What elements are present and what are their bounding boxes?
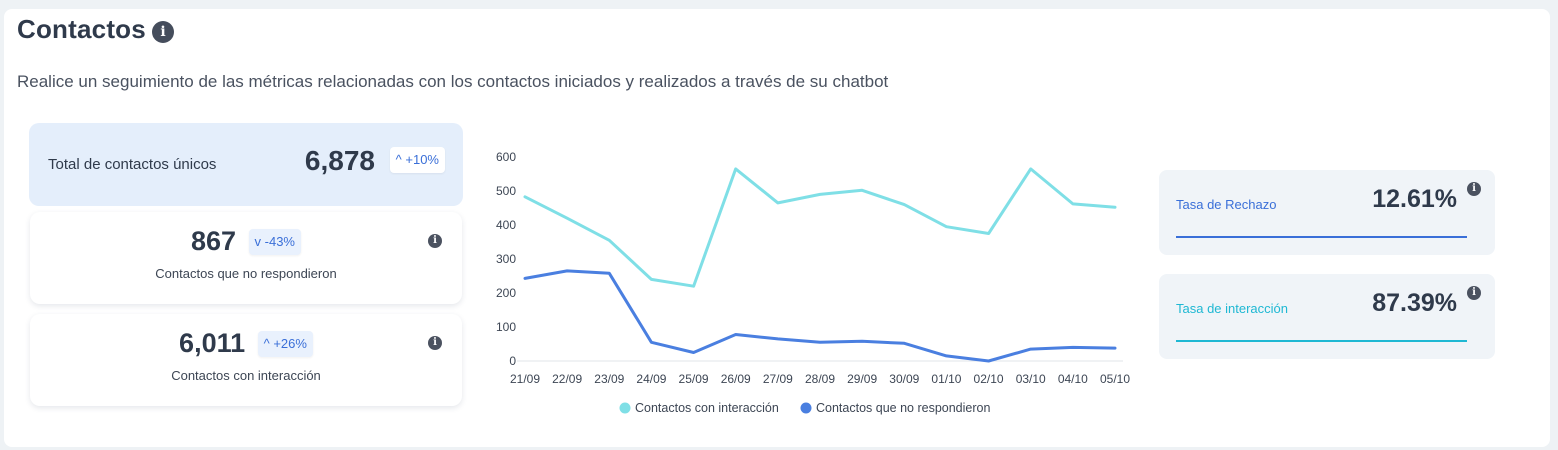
x-tick-label: 03/10 [1016, 372, 1046, 386]
contacts-line-chart: 0 100 200 300 400 500 600 21/09 22/09 23/09 24/09 2… [496, 150, 1130, 415]
page-title: Contactos [17, 14, 146, 44]
y-tick-label: 600 [496, 150, 516, 164]
kpi-interaction-change: +26% [273, 335, 307, 351]
rejection-rate-card: Tasa de Rechazo 12.61% i [1159, 170, 1495, 255]
x-tick-label: 27/09 [763, 372, 793, 386]
x-tick-label: 28/09 [805, 372, 835, 386]
x-tick-label: 24/09 [636, 372, 666, 386]
x-tick-label: 01/10 [931, 372, 961, 386]
x-tick-label: 29/09 [847, 372, 877, 386]
x-tick-label: 23/09 [594, 372, 624, 386]
y-tick-label: 0 [509, 354, 516, 368]
y-tick-label: 400 [496, 218, 516, 232]
kpi-no-response: 867 v -43% Contactos que no respondieron… [30, 212, 462, 304]
kpi-total-label: Total de contactos únicos [48, 156, 217, 173]
legend-label-1: Contactos con interacción [635, 401, 779, 415]
kpi-no-response-label: Contactos que no respondieron [155, 266, 337, 281]
interaction-rate-underline [1176, 340, 1467, 342]
x-tick-label: 04/10 [1058, 372, 1088, 386]
x-tick-label: 26/09 [721, 372, 751, 386]
y-tick-label: 200 [496, 286, 516, 300]
x-tick-label: 30/09 [889, 372, 919, 386]
x-tick-label: 02/10 [974, 372, 1004, 386]
kpi-no-response-value: 867 [191, 226, 237, 256]
kpi-total-change-badge: ^ +10% [389, 147, 445, 173]
legend-marker-2 [800, 402, 812, 414]
chevron-up-icon: ^ [395, 152, 402, 167]
chevron-up-icon: ^ [263, 335, 270, 351]
legend-marker-1 [619, 402, 631, 414]
kpi-no-response-change: -43% [264, 233, 295, 249]
interaction-rate-card: Tasa de interacción 87.39% i [1159, 274, 1495, 359]
kpi-interaction-value: 6,011 [179, 328, 246, 358]
rejection-rate-value: 12.61% [1372, 185, 1457, 213]
series-line-1 [523, 167, 1117, 288]
x-tick-label: 25/09 [679, 372, 709, 386]
y-tick-label: 500 [496, 184, 516, 198]
kpi-no-response-change-badge: v -43% [248, 228, 301, 255]
chevron-down-icon: v [254, 233, 262, 249]
series-line-2 [523, 269, 1117, 363]
rejection-rate-label: Tasa de Rechazo [1176, 197, 1277, 212]
interaction-rate-label: Tasa de interacción [1176, 301, 1289, 316]
info-icon[interactable]: i [428, 336, 442, 350]
y-tick-label: 300 [496, 252, 516, 266]
kpi-interaction-change-badge: ^ +26% [257, 330, 313, 357]
x-tick-label: 21/09 [510, 372, 540, 386]
info-icon[interactable]: i [428, 234, 442, 248]
kpi-interaction: 6,011 ^ +26% Contactos con interacción i [30, 314, 462, 406]
legend-label-2: Contactos que no respondieron [816, 401, 990, 415]
interaction-rate-value: 87.39% [1372, 289, 1457, 317]
kpi-interaction-label: Contactos con interacción [171, 368, 321, 383]
kpi-total-value: 6,878 [304, 145, 375, 176]
x-tick-label: 05/10 [1100, 372, 1130, 386]
page-subtitle: Realice un seguimiento de las métricas r… [17, 72, 889, 91]
kpi-total-unique-contacts: Total de contactos únicos 6,878 ^ +10% [29, 123, 463, 206]
info-icon[interactable]: i [1467, 286, 1481, 300]
x-tick-label: 22/09 [552, 372, 582, 386]
info-icon[interactable]: i [1467, 182, 1481, 196]
kpi-total-change: +10% [405, 152, 439, 167]
y-tick-label: 100 [496, 320, 516, 334]
rejection-rate-underline [1176, 236, 1467, 238]
info-icon[interactable]: i [152, 21, 174, 43]
